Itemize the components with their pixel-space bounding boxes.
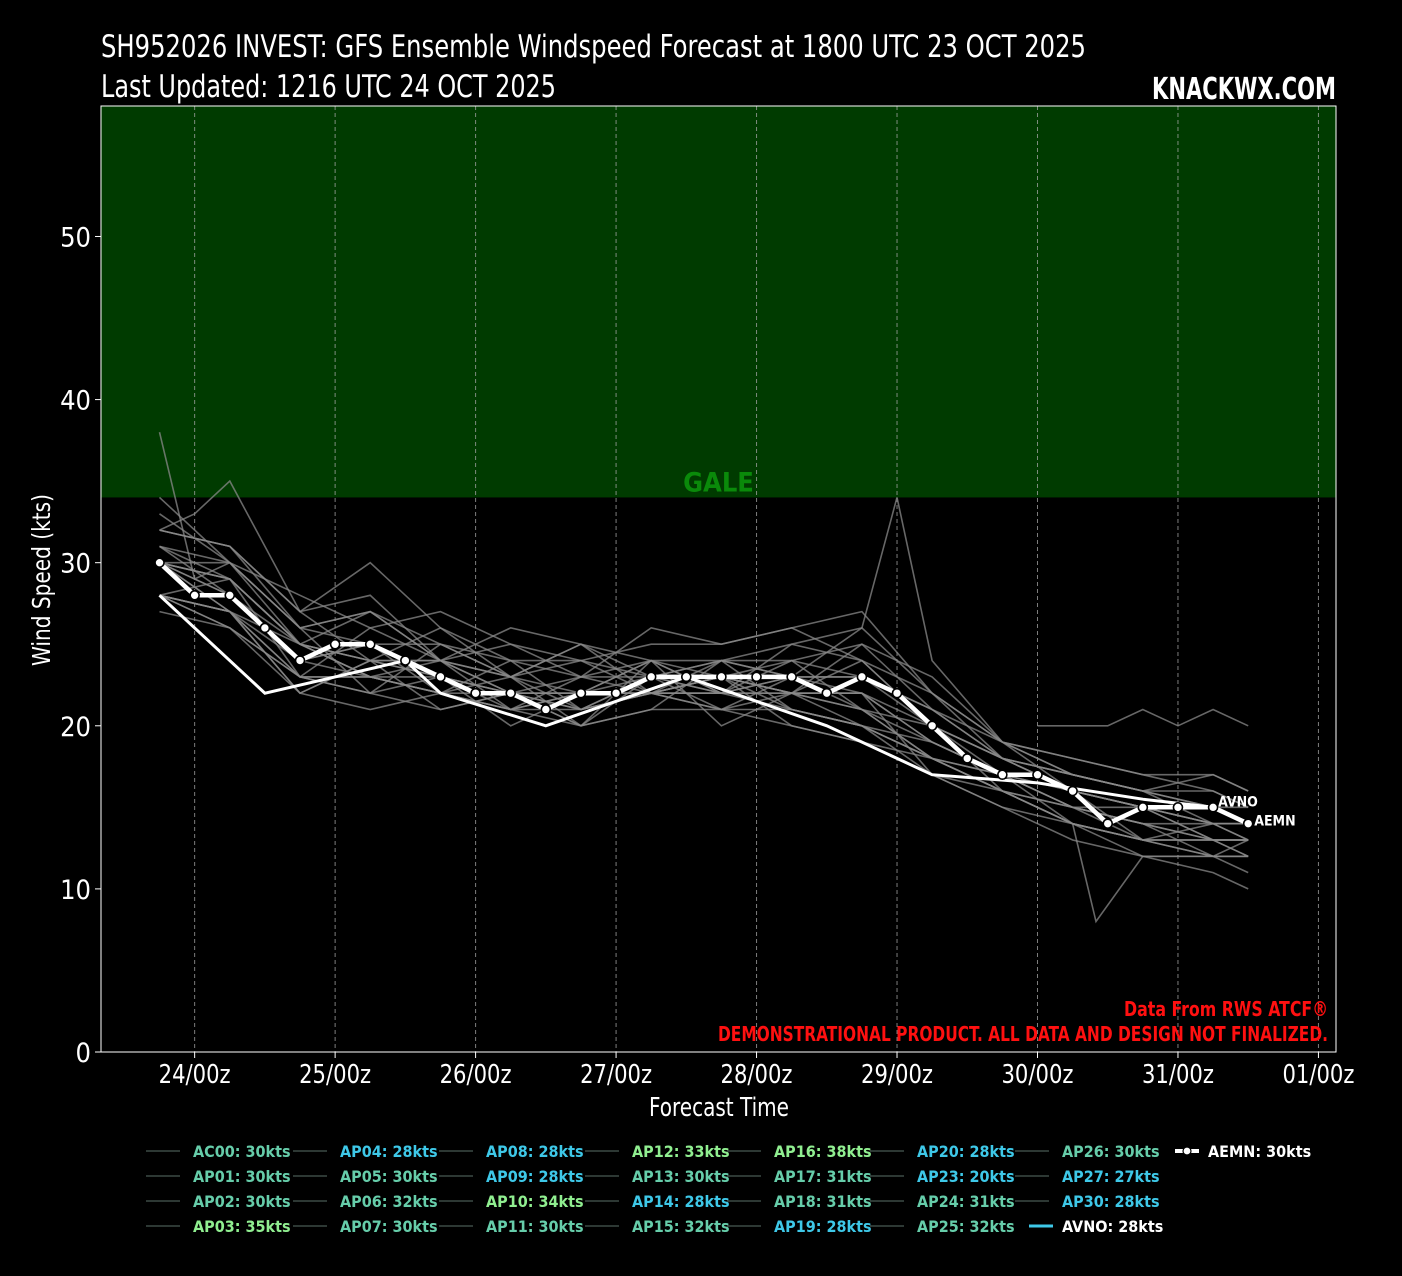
legend-label-ap11: AP11: 30kts: [486, 1217, 584, 1236]
aemn-point: [1102, 818, 1114, 829]
legend-label-ap08: AP08: 28kts: [486, 1142, 584, 1161]
plot-area: GALE 0 10 20 30 40 50 24/00z 25/00z 26/00z 27/00z 2…: [60, 105, 1354, 1090]
legend-label-ap13: AP13: 30kts: [632, 1167, 730, 1186]
aemn-point: [505, 687, 517, 699]
aemn-point: [329, 638, 341, 650]
aemn-point: [961, 753, 973, 764]
x-tick-label: 29/00z: [861, 1060, 933, 1090]
aemn-point: [1032, 769, 1043, 781]
legend-label-ac00: AC00: 30kts: [193, 1142, 291, 1161]
legend-label-ap02: AP02: 30kts: [193, 1192, 291, 1211]
x-tick-label: 30/00z: [1001, 1060, 1073, 1090]
legend-label-ap07: AP07: 30kts: [340, 1217, 438, 1236]
series-line-aemn: [157, 561, 1250, 826]
series-line-ap23: [1037, 708, 1249, 727]
aemn-point: [470, 687, 481, 699]
demo-disclaimer: DEMONSTRATIONAL PRODUCT. ALL DATA AND DE…: [718, 1022, 1328, 1046]
aemn-end-label: AEMN: [1254, 814, 1295, 830]
aemn-point: [1207, 802, 1219, 813]
aemn-point: [435, 671, 446, 683]
y-tick-label: 0: [76, 1038, 91, 1069]
gale-label: GALE: [683, 467, 754, 498]
aemn-point: [1172, 802, 1184, 813]
aemn-point: [891, 687, 903, 699]
legend-label-ap17: AP17: 31kts: [774, 1167, 872, 1186]
legend-label-ap25: AP25: 32kts: [917, 1217, 1015, 1236]
legend-label-ap04: AP04: 28kts: [340, 1142, 438, 1161]
aemn-point: [1137, 802, 1149, 813]
aemn-point: [294, 655, 306, 666]
aemn-point: [259, 622, 271, 634]
aemn-point: [364, 638, 376, 650]
legend-label-ap18: AP18: 31kts: [774, 1192, 872, 1211]
legend-label-ap20: AP20: 28kts: [917, 1142, 1015, 1161]
legend-label-ap14: AP14: 28kts: [632, 1192, 730, 1211]
legend-label-ap06: AP06: 32kts: [340, 1192, 438, 1211]
x-tick-label: 25/00z: [299, 1060, 371, 1090]
aemn-point: [645, 671, 657, 683]
aemn-point: [681, 671, 692, 683]
aemn-point: [821, 687, 833, 699]
legend-label-avno: AVNO: 28kts: [1062, 1217, 1163, 1236]
series-line-ap27: [159, 610, 1249, 924]
aemn-point: [400, 655, 411, 666]
aemn-point: [856, 671, 868, 683]
y-tick-label: 40: [60, 386, 91, 417]
x-tick-label: 27/00z: [580, 1060, 652, 1090]
aemn-point: [716, 671, 727, 683]
aemn-point: [575, 687, 587, 699]
legend-label-ap12: AP12: 33kts: [632, 1142, 730, 1161]
legend-label-ap01: AP01: 30kts: [193, 1167, 291, 1186]
aemn-point: [224, 590, 236, 601]
legend-label-ap23: AP23: 20kts: [917, 1167, 1015, 1186]
legend-marker-aemn: [1182, 1146, 1192, 1156]
x-tick-label: 31/00z: [1142, 1060, 1214, 1090]
y-axis-label: Wind Speed (kts): [27, 494, 56, 666]
y-tick-label: 50: [60, 222, 91, 253]
legend-label-ap09: AP09: 28kts: [486, 1167, 584, 1186]
legend-label-ap05: AP05: 30kts: [340, 1167, 438, 1186]
aemn-point: [1242, 818, 1254, 829]
y-tick-label: 30: [60, 549, 91, 580]
plot-frame: [100, 105, 1337, 1053]
aemn-point: [610, 687, 622, 699]
aemn-point: [540, 704, 552, 715]
legend-label-ap03: AP03: 35kts: [193, 1217, 291, 1236]
last-updated: Last Updated: 1216 UTC 24 OCT 2025: [101, 69, 556, 105]
x-tick-label: 24/00z: [159, 1060, 231, 1090]
aemn-point: [751, 671, 762, 683]
aemn-point: [1067, 785, 1078, 797]
legend-label-ap10: AP10: 34kts: [486, 1192, 584, 1211]
legend: AC00: 30kts AP01: 30kts AP02: 30kts AP03: 3…: [146, 1142, 1311, 1236]
x-tick-label: 01/00z: [1282, 1060, 1354, 1090]
aemn-point: [189, 590, 200, 601]
legend-label-aemn: AEMN: 30kts: [1208, 1142, 1311, 1161]
gale-band: [101, 106, 1336, 498]
data-source-credit: Data From RWS ATCF®: [1124, 997, 1328, 1021]
legend-label-ap15: AP15: 32kts: [632, 1217, 730, 1236]
brand-logo: KNACKWX.COM: [1152, 72, 1336, 107]
legend-label-ap26: AP26: 30kts: [1062, 1142, 1160, 1161]
x-tick-label: 26/00z: [440, 1060, 512, 1090]
aemn-point: [926, 720, 938, 732]
legend-label-ap16: AP16: 38kts: [774, 1142, 872, 1161]
series-line-ap30: [159, 594, 1249, 841]
aemn-point: [997, 769, 1008, 781]
y-tick-label: 20: [60, 712, 91, 743]
chart-title: SH952026 INVEST: GFS Ensemble Windspeed …: [101, 29, 1086, 65]
legend-label-ap24: AP24: 31kts: [917, 1192, 1015, 1211]
legend-label-ap30: AP30: 28kts: [1062, 1192, 1160, 1211]
x-axis-label: Forecast Time: [649, 1093, 789, 1123]
legend-label-ap27: AP27: 27kts: [1062, 1167, 1160, 1186]
y-tick-label: 10: [60, 875, 91, 906]
aemn-point: [154, 557, 165, 568]
x-tick-label: 28/00z: [721, 1060, 793, 1090]
aemn-point: [786, 671, 797, 683]
legend-label-ap19: AP19: 28kts: [774, 1217, 872, 1236]
avno-end-label: AVNO: [1218, 794, 1258, 810]
